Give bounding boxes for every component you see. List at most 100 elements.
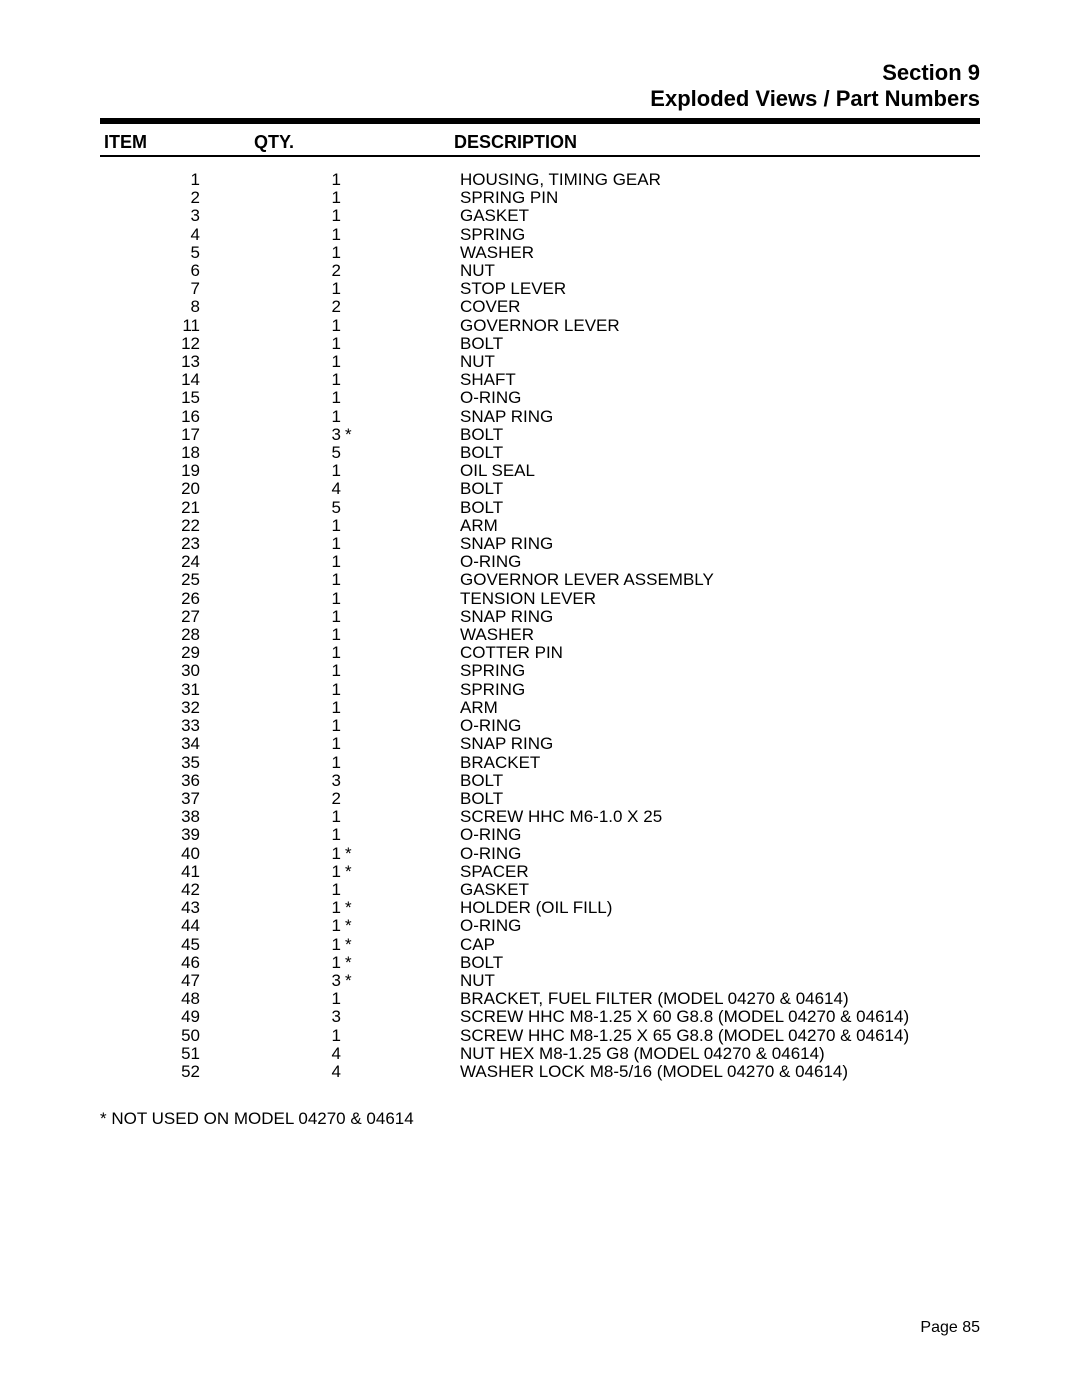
table-row: 473*NUT [100,972,980,990]
cell-qty-number: 4 [321,1063,341,1081]
cell-description: SCREW HHC M6-1.0 X 25 [420,808,980,826]
page-number: Page 85 [920,1319,980,1337]
cell-qty: 3 [260,1008,420,1026]
cell-qty-number: 1 [321,754,341,772]
table-row: 514NUT HEX M8-1.25 G8 (MODEL 04270 & 046… [100,1045,980,1063]
cell-item: 50 [100,1027,260,1045]
cell-item: 36 [100,772,260,790]
column-header-qty-text: QTY. [254,132,294,152]
cell-qty-number: 1 [321,389,341,407]
table-row: 131NUT [100,353,980,371]
cell-qty: 1 [260,626,420,644]
cell-qty-number: 2 [321,262,341,280]
cell-item: 30 [100,662,260,680]
table-row: 341SNAP RING [100,735,980,753]
cell-description: COTTER PIN [420,644,980,662]
table-row: 401*O-RING [100,845,980,863]
cell-description: SCREW HHC M8-1.25 X 65 G8.8 (MODEL 04270… [420,1027,980,1045]
cell-item: 29 [100,644,260,662]
cell-qty: 1 [260,207,420,225]
cell-description: OIL SEAL [420,462,980,480]
table-row: 50 1 SCREW HHC M8-1.25 X 65 G8.8 (MODEL 04… [100,1027,980,1045]
cell-item: 13 [100,353,260,371]
table-row: 151O-RING [100,389,980,407]
table-row: 141SHAFT [100,371,980,389]
cell-description: BOLT [420,426,980,444]
table-row: 191OIL SEAL [100,462,980,480]
table-row: 41SPRING [100,226,980,244]
cell-item: 17 [100,426,260,444]
cell-description: ARM [420,517,980,535]
section-title: Exploded Views / Part Numbers [100,86,980,112]
cell-item: 47 [100,972,260,990]
table-row: 221ARM [100,517,980,535]
cell-item: 34 [100,735,260,753]
cell-item: 39 [100,826,260,844]
cell-description: BRACKET [420,754,980,772]
table-row: 21SPRING PIN [100,189,980,207]
table-row: 185BOLT [100,444,980,462]
cell-item: 1 [100,171,260,189]
cell-description: BOLT [420,790,980,808]
table-row: 204BOLT [100,480,980,498]
cell-qty: 1 [260,353,420,371]
cell-qty-number: 1 [321,226,341,244]
cell-qty-star: * [341,972,359,990]
cell-qty-number: 1 [321,408,341,426]
table-row: 71STOP LEVER [100,280,980,298]
cell-qty-number: 1 [321,371,341,389]
column-header-description-text: DESCRIPTION [454,132,577,152]
table-row: 29 1 COTTER PIN [100,644,980,662]
cell-description: SCREW HHC M8-1.25 X 60 G8.8 (MODEL 04270… [420,1008,980,1026]
cell-qty-number: 1 [321,681,341,699]
cell-item: 44 [100,917,260,935]
cell-item: 21 [100,499,260,517]
cell-description: SNAP RING [420,408,980,426]
table-row: 524WASHER LOCK M8-5/16 (MODEL 04270 & 04… [100,1063,980,1081]
table-row: 281WASHER [100,626,980,644]
cell-description: SPRING [420,662,980,680]
cell-item: 23 [100,535,260,553]
cell-description: SPRING [420,681,980,699]
cell-qty: 1* [260,954,420,972]
cell-description: BOLT [420,772,980,790]
cell-qty: 2 [260,790,420,808]
cell-description: NUT [420,262,980,280]
cell-description: STOP LEVER [420,280,980,298]
cell-qty-number: 1 [321,171,341,189]
cell-item: 35 [100,754,260,772]
cell-item: 25 [100,571,260,589]
cell-description: SPRING [420,226,980,244]
cell-qty-number: 3 [321,972,341,990]
cell-description: TENSION LEVER [420,590,980,608]
table-row: 441*O-RING [100,917,980,935]
table-row: 231SNAP RING [100,535,980,553]
cell-item: 49 [100,1008,260,1026]
section-header: Section 9 Exploded Views / Part Numbers [100,60,980,112]
table-row: 62NUT [100,262,980,280]
cell-description: WASHER [420,244,980,262]
cell-qty-number: 1 [321,590,341,608]
cell-item: 2 [100,189,260,207]
cell-description: CAP [420,936,980,954]
cell-qty: 1 [260,1027,420,1045]
cell-qty-star: * [341,954,359,972]
cell-qty-number: 1 [321,1027,341,1045]
cell-qty-number: 1 [321,917,341,935]
cell-qty: 4 [260,480,420,498]
cell-qty: 1 [260,553,420,571]
cell-qty-number: 1 [321,845,341,863]
table-row: 321ARM [100,699,980,717]
cell-qty-number: 1 [321,644,341,662]
cell-item: 15 [100,389,260,407]
cell-description: HOLDER (OIL FILL) [420,899,980,917]
cell-qty: 5 [260,499,420,517]
table-row: 331O-RING [100,717,980,735]
cell-qty: 2 [260,298,420,316]
cell-description: NUT [420,353,980,371]
cell-qty: 1 [260,717,420,735]
cell-item: 19 [100,462,260,480]
cell-qty-number: 1 [321,535,341,553]
cell-qty: 1 [260,317,420,335]
table-row: 411*SPACER [100,863,980,881]
